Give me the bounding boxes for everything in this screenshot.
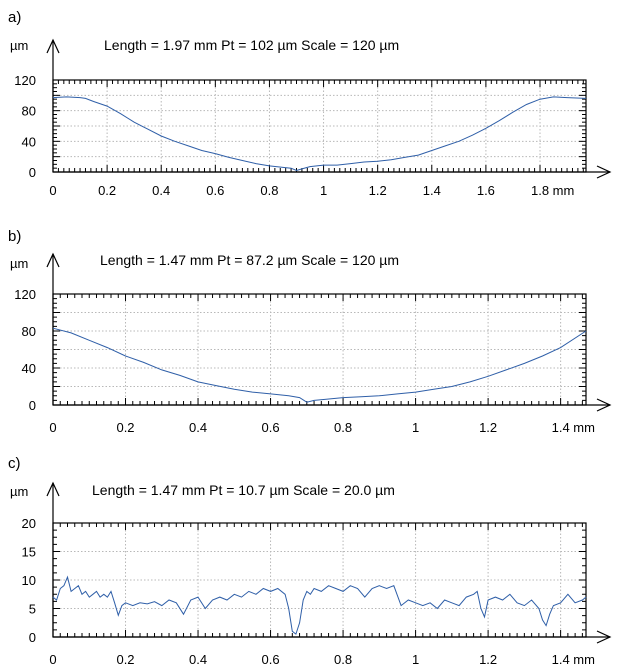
x-axis-arrow [596, 398, 612, 412]
chart-panel-2: b) µm Length = 1.47 mm Pt = 87.2 µm Scale … [8, 228, 612, 435]
x-tick-label: 1 [320, 183, 327, 198]
y-tick-label: 0 [29, 398, 36, 413]
x-tick-label: 0 [49, 420, 56, 435]
x-tick-label: 1.8 mm [531, 183, 574, 198]
panel-label: b) [8, 228, 21, 245]
x-tick-label: 1.4 mm [552, 652, 595, 667]
x-axis-arrow [596, 630, 612, 644]
y-tick-label: 5 [29, 602, 36, 617]
x-tick-label: 0.8 [334, 420, 352, 435]
y-tick-label: 20 [22, 516, 36, 531]
x-tick-label: 1 [412, 420, 419, 435]
y-tick-label: 80 [22, 324, 36, 339]
panel-label: a) [8, 9, 21, 26]
x-tick-label: 0.6 [262, 420, 280, 435]
profile-info: Length = 1.47 mm Pt = 10.7 µm Scale = 20… [92, 482, 395, 498]
y-tick-label: 80 [22, 104, 36, 119]
y-axis-arrow [46, 38, 60, 54]
profile-info: Length = 1.47 mm Pt = 87.2 µm Scale = 12… [100, 252, 399, 268]
x-tick-label: 0 [49, 652, 56, 667]
x-tick-label: 0.4 [189, 652, 207, 667]
y-unit-label: µm [10, 38, 28, 53]
x-tick-label: 0.6 [262, 652, 280, 667]
x-axis-arrow [596, 165, 612, 179]
y-axis-arrow [46, 481, 60, 497]
y-tick-label: 15 [22, 545, 36, 560]
x-tick-label: 1.6 [477, 183, 495, 198]
x-tick-label: 0.8 [260, 183, 278, 198]
y-tick-label: 10 [22, 573, 36, 588]
x-tick-label: 0.6 [206, 183, 224, 198]
y-unit-label: µm [10, 256, 28, 271]
x-tick-label: 1 [412, 652, 419, 667]
y-axis-arrow [46, 252, 60, 268]
x-tick-label: 0.4 [152, 183, 170, 198]
x-tick-label: 1.4 [423, 183, 441, 198]
y-tick-label: 120 [14, 287, 36, 302]
profile-series-line [52, 575, 587, 635]
x-tick-label: 0.2 [116, 652, 134, 667]
y-unit-label: µm [10, 484, 28, 499]
y-tick-label: 120 [14, 73, 36, 88]
y-tick-label: 0 [29, 165, 36, 180]
profile-series-line [52, 327, 587, 403]
y-tick-label: 40 [22, 134, 36, 149]
x-tick-label: 1.2 [369, 183, 387, 198]
panel-label: c) [8, 455, 21, 472]
x-tick-label: 0.2 [116, 420, 134, 435]
x-tick-label: 1.4 mm [552, 420, 595, 435]
x-tick-label: 1.2 [479, 420, 497, 435]
y-tick-label: 0 [29, 630, 36, 645]
chart-panel-3: c) µm Length = 1.47 mm Pt = 10.7 µm Scale … [8, 455, 612, 667]
x-tick-label: 0.8 [334, 652, 352, 667]
profile-series-line [52, 96, 587, 172]
x-tick-label: 0.4 [189, 420, 207, 435]
x-tick-label: 1.2 [479, 652, 497, 667]
x-tick-label: 0 [49, 183, 56, 198]
y-tick-label: 40 [22, 361, 36, 376]
x-tick-label: 0.2 [98, 183, 116, 198]
profile-info: Length = 1.97 mm Pt = 102 µm Scale = 120… [104, 37, 399, 53]
chart-panel-1: a) µm Length = 1.97 mm Pt = 102 µm Scale =… [8, 9, 612, 198]
